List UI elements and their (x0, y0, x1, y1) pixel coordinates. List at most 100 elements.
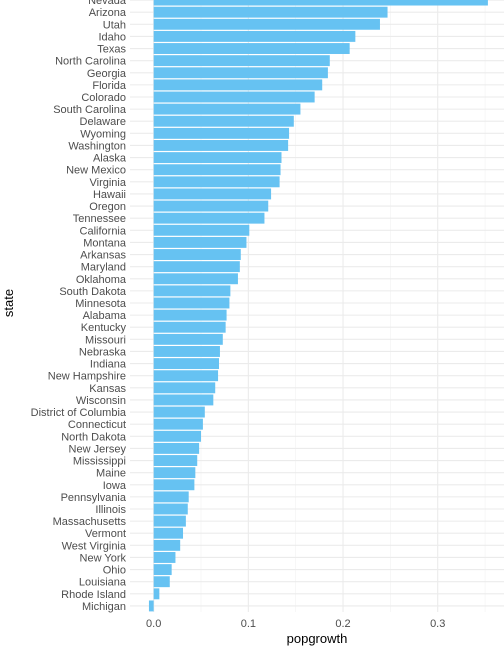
bar (153, 370, 219, 382)
bar (153, 273, 238, 285)
bar (153, 442, 200, 454)
bar (153, 455, 198, 466)
bar (148, 600, 154, 612)
bar (153, 503, 188, 515)
bar (153, 406, 205, 418)
bar (153, 261, 240, 273)
y-tick-label: Nebraska (79, 346, 127, 358)
y-tick-label: Hawaii (93, 189, 126, 201)
y-tick-label: Texas (97, 44, 126, 56)
y-tick-label: Washington (68, 140, 126, 152)
y-tick-label: Vermont (85, 528, 126, 540)
y-tick-label: New Jersey (69, 443, 127, 455)
y-tick-label: Louisiana (79, 577, 127, 589)
bar (153, 0, 488, 6)
bar (153, 346, 220, 357)
bar (153, 176, 280, 188)
y-tick-label: Alaska (93, 153, 127, 165)
bar (153, 515, 186, 527)
bar (153, 527, 184, 539)
y-tick-label: Maine (96, 468, 126, 480)
bar (153, 55, 330, 67)
bar (153, 491, 189, 503)
bar (153, 309, 227, 321)
bar (153, 382, 216, 394)
y-tick-label: Idaho (98, 31, 126, 43)
bar (153, 564, 172, 576)
y-axis-title: state (1, 289, 16, 317)
bar (153, 576, 170, 588)
y-tick-label: Wisconsin (76, 395, 126, 407)
bars (148, 0, 488, 612)
bar (153, 18, 380, 30)
x-tick-labels: 0.0 0.1 0.2 0.3 (146, 618, 445, 630)
y-tick-label: Alabama (83, 310, 127, 322)
y-tick-label: Arkansas (80, 250, 126, 262)
y-tick-label: Massachusetts (53, 516, 127, 528)
bar (153, 152, 282, 164)
y-tick-label: District of Columbia (31, 407, 127, 419)
y-tick-label: Arizona (89, 7, 127, 19)
y-tick-label: Mississippi (73, 456, 126, 468)
y-tick-label: New Mexico (66, 165, 126, 177)
x-tick-label: 0.1 (241, 618, 256, 630)
y-tick-label: New York (80, 552, 127, 564)
y-tick-label: Oklahoma (76, 274, 127, 286)
y-tick-label: Delaware (80, 116, 126, 128)
bar (153, 552, 176, 563)
y-tick-label: Minnesota (75, 298, 127, 310)
y-tick-label: Illinois (95, 504, 126, 516)
bar (153, 103, 301, 115)
y-tick-label: Florida (92, 80, 127, 92)
y-tick-label: South Dakota (59, 286, 127, 298)
y-tick-label: North Dakota (61, 431, 127, 443)
y-tick-label: Rhode Island (61, 589, 126, 601)
y-tick-label: Colorado (81, 92, 126, 104)
y-tick-label: Tennessee (73, 213, 126, 225)
bar (153, 164, 281, 176)
bar (153, 79, 323, 91)
bar (153, 358, 220, 370)
bar (153, 588, 160, 600)
bar (153, 188, 272, 200)
y-tick-label: Michigan (82, 601, 126, 613)
y-tick-label: Maryland (81, 262, 126, 274)
y-tick-label: Montana (83, 237, 127, 249)
bar (153, 297, 230, 309)
bar (153, 91, 315, 103)
y-tick-label: Virginia (90, 177, 127, 189)
y-tick-label: Kansas (89, 383, 126, 395)
bar (153, 212, 265, 224)
y-tick-label: West Virginia (62, 540, 127, 552)
bar (153, 467, 196, 479)
bar (153, 479, 195, 491)
y-tick-label: Pennsylvania (61, 492, 127, 504)
y-tick-label: Kentucky (81, 322, 127, 334)
y-tick-label: California (80, 225, 127, 237)
x-axis-title: popgrowth (287, 631, 348, 646)
bar (153, 224, 250, 236)
y-tick-label: Georgia (87, 68, 127, 80)
bar (153, 418, 203, 430)
bar (153, 430, 202, 442)
y-tick-label: Nevada (88, 0, 127, 7)
y-tick-label: Utah (103, 19, 126, 31)
x-tick-label: 0.2 (335, 618, 350, 630)
y-tick-label: New Hampshire (48, 371, 126, 383)
bar (153, 321, 226, 333)
bar (153, 115, 294, 127)
bar (153, 140, 289, 151)
bar (153, 200, 269, 212)
y-tick-label: Oregon (89, 201, 126, 213)
bar (153, 236, 247, 248)
bar (153, 285, 231, 297)
bar (153, 539, 181, 551)
y-tick-label: Missouri (85, 334, 126, 346)
bar (153, 127, 290, 139)
y-tick-label: Iowa (103, 480, 127, 492)
y-tick-label: South Carolina (53, 104, 127, 116)
y-tick-label: Wyoming (80, 128, 126, 140)
bar (153, 67, 328, 79)
y-tick-label: Ohio (103, 565, 126, 577)
